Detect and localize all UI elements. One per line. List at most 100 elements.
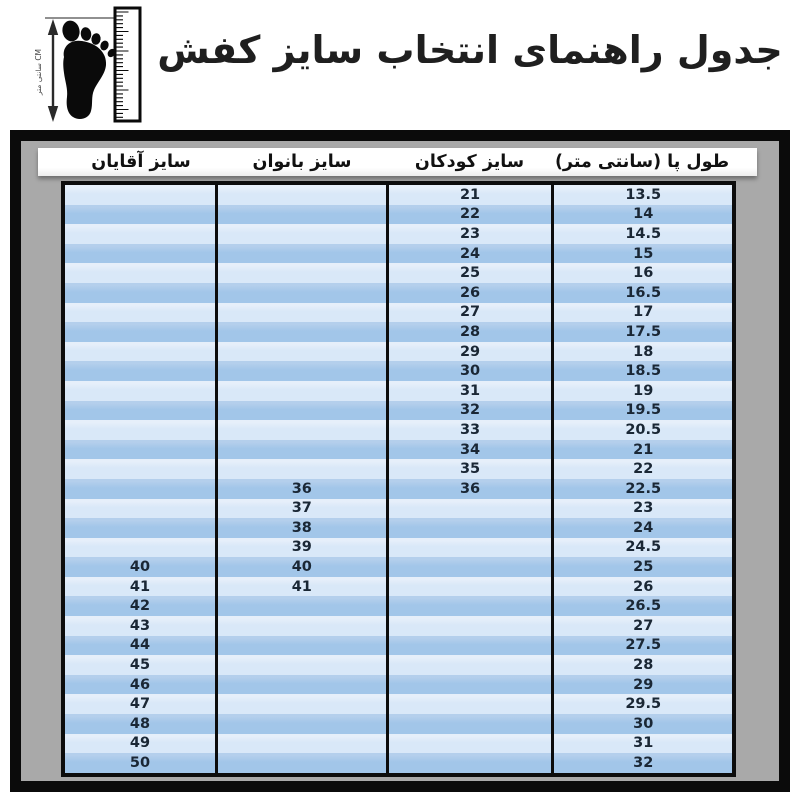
kids-size-cell: 34 xyxy=(388,439,552,460)
table-header-row: سایز آقایان سایز بانوان سایز کودکان طول … xyxy=(65,148,732,176)
men-size-cell xyxy=(65,302,215,323)
foot-length-cm-cell: 22.5 xyxy=(554,478,733,499)
men-size-cell xyxy=(65,400,215,421)
foot-length-cm-cell: 14 xyxy=(554,204,733,225)
kids-size-cell xyxy=(388,576,552,597)
foot-length-cm-cell: 17.5 xyxy=(554,322,733,342)
kids-size-cell xyxy=(388,714,552,734)
women-size-cell xyxy=(217,694,386,715)
kids-size-cell: 32 xyxy=(388,400,552,421)
foot-length-cm-cell: 13.5 xyxy=(554,185,733,205)
foot-length-cm-cell: 27 xyxy=(554,616,733,636)
column-women-size: 36 37 38 39 40 41 xyxy=(217,185,389,773)
men-size-cell xyxy=(65,243,215,264)
women-size-cell xyxy=(217,674,386,695)
foot-measure-logo: سانتی متر CM xyxy=(33,4,145,124)
women-size-cell: 39 xyxy=(217,537,386,558)
women-size-cell xyxy=(217,714,386,734)
ruler-ticks xyxy=(116,11,129,118)
kids-size-cell xyxy=(388,616,552,636)
foot-length-cm-cell: 17 xyxy=(554,302,733,323)
kids-size-cell: 29 xyxy=(388,341,552,362)
men-size-cell xyxy=(65,185,215,205)
kids-size-cell: 25 xyxy=(388,263,552,283)
women-size-cell: 41 xyxy=(217,576,386,597)
men-size-cell xyxy=(65,478,215,499)
men-size-cell: 45 xyxy=(65,655,215,675)
men-size-cell xyxy=(65,537,215,558)
kids-size-cell xyxy=(388,655,552,675)
foot-length-cm-cell: 23 xyxy=(554,498,733,519)
foot-length-cm-cell: 25 xyxy=(554,557,733,577)
women-size-cell: 38 xyxy=(217,518,386,538)
women-size-cell: 37 xyxy=(217,498,386,519)
men-size-cell: 48 xyxy=(65,714,215,734)
foot-length-cm-cell: 32 xyxy=(554,753,733,773)
kids-size-cell xyxy=(388,518,552,538)
women-size-cell xyxy=(217,282,386,303)
foot-length-cm-cell: 31 xyxy=(554,733,733,754)
kids-size-cell: 31 xyxy=(388,380,552,401)
kids-size-cell: 22 xyxy=(388,204,552,225)
foot-length-cm-cell: 19.5 xyxy=(554,400,733,421)
foot-length-cm-cell: 22 xyxy=(554,459,733,479)
foot-length-cm-cell: 16.5 xyxy=(554,282,733,303)
table-header-strip: سایز آقایان سایز بانوان سایز کودکان طول … xyxy=(38,148,757,176)
women-size-cell xyxy=(217,733,386,754)
men-size-cell xyxy=(65,224,215,244)
foot-length-cm-cell: 15 xyxy=(554,243,733,264)
kids-size-cell xyxy=(388,635,552,656)
men-size-cell: 49 xyxy=(65,733,215,754)
size-table: 40 41 42 43 44 45 46 47 48 49 50 36 37 38 39 40 41 21 22 23… xyxy=(61,181,736,777)
kids-size-cell xyxy=(388,537,552,558)
foot-ruler-icon: سانتی متر CM xyxy=(34,6,142,123)
women-size-cell: 36 xyxy=(217,478,386,499)
kids-size-cell: 36 xyxy=(388,478,552,499)
foot-length-cm-cell: 26.5 xyxy=(554,596,733,617)
kids-size-cell: 28 xyxy=(388,322,552,342)
men-size-cell xyxy=(65,361,215,381)
kids-size-cell xyxy=(388,498,552,519)
men-size-cell xyxy=(65,263,215,283)
foot-length-cm-cell: 24.5 xyxy=(554,537,733,558)
foot-length-cm-cell: 27.5 xyxy=(554,635,733,656)
kids-size-cell xyxy=(388,674,552,695)
foot-length-cm-cell: 26 xyxy=(554,576,733,597)
men-size-cell xyxy=(65,322,215,342)
men-size-cell: 40 xyxy=(65,557,215,577)
women-size-cell xyxy=(217,224,386,244)
men-size-cell xyxy=(65,341,215,362)
men-size-cell xyxy=(65,420,215,440)
column-kids-size: 21 22 23 24 25 26 27 28 29 30 31 32 33 34 35 36 xyxy=(388,185,555,773)
kids-size-cell xyxy=(388,753,552,773)
women-size-cell xyxy=(217,361,386,381)
women-size-cell xyxy=(217,753,386,773)
footprint-icon xyxy=(62,20,116,119)
kids-size-cell xyxy=(388,596,552,617)
women-size-cell xyxy=(217,439,386,460)
women-size-cell xyxy=(217,243,386,264)
foot-length-cm-cell: 18.5 xyxy=(554,361,733,381)
women-size-cell xyxy=(217,420,386,440)
header-women-size: سایز بانوان xyxy=(252,152,352,172)
women-size-cell xyxy=(217,616,386,636)
women-size-cell xyxy=(217,635,386,656)
ruler-unit-label: سانتی متر CM xyxy=(34,49,43,96)
kids-size-cell: 27 xyxy=(388,302,552,323)
men-size-cell: 44 xyxy=(65,635,215,656)
foot-length-cm-cell: 24 xyxy=(554,518,733,538)
foot-length-cm-cell: 20.5 xyxy=(554,420,733,440)
men-size-cell xyxy=(65,282,215,303)
women-size-cell xyxy=(217,655,386,675)
men-size-cell: 47 xyxy=(65,694,215,715)
women-size-cell xyxy=(217,302,386,323)
foot-length-cm-cell: 18 xyxy=(554,341,733,362)
column-men-size: 40 41 42 43 44 45 46 47 48 49 50 xyxy=(65,185,218,773)
foot-length-cm-cell: 30 xyxy=(554,714,733,734)
women-size-cell xyxy=(217,322,386,342)
foot-length-cm-cell: 29 xyxy=(554,674,733,695)
men-size-cell xyxy=(65,204,215,225)
women-size-cell xyxy=(217,185,386,205)
men-size-cell xyxy=(65,518,215,538)
